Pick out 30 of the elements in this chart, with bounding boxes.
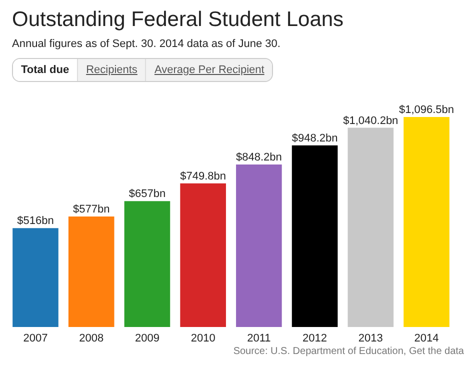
data-label: $516bn: [17, 215, 54, 228]
bar: [292, 145, 338, 327]
x-tick-label: 2013: [358, 332, 383, 344]
data-label: $1,040.2bn: [343, 114, 398, 127]
data-label: $1,096.5bn: [398, 104, 454, 116]
x-tick-label: 2010: [190, 332, 216, 344]
x-tick-label: 2011: [247, 332, 271, 344]
x-tick-label: 2009: [134, 332, 160, 344]
bar: [348, 128, 394, 327]
bar: [124, 201, 170, 327]
chart-subtitle: Annual figures as of Sept. 30. 2014 data as of June 30.: [12, 38, 280, 50]
source-note: Source: U.S. Department of Education, Get the data: [233, 346, 464, 357]
data-label: $657bn: [128, 188, 166, 200]
data-label: $848.2bn: [236, 152, 282, 164]
x-tick-label: 2007: [23, 332, 48, 344]
bar: [68, 216, 114, 327]
data-label: $749.8bn: [180, 170, 226, 182]
x-tick-label: 2008: [79, 332, 104, 344]
text: Recipients: [78, 59, 146, 81]
x-tick-label: 2014: [414, 332, 439, 344]
bar: [404, 117, 450, 327]
bar: [180, 183, 226, 327]
text: Total due: [13, 59, 78, 81]
bar: [12, 228, 58, 327]
chart-title: Outstanding Federal Student Loans: [12, 8, 344, 32]
text: Average Per Recipient: [146, 59, 272, 81]
data-label: $948.2bn: [292, 132, 338, 144]
bar: [236, 164, 282, 327]
data-label: $577bn: [72, 203, 110, 216]
x-tick-label: 2012: [302, 332, 328, 344]
